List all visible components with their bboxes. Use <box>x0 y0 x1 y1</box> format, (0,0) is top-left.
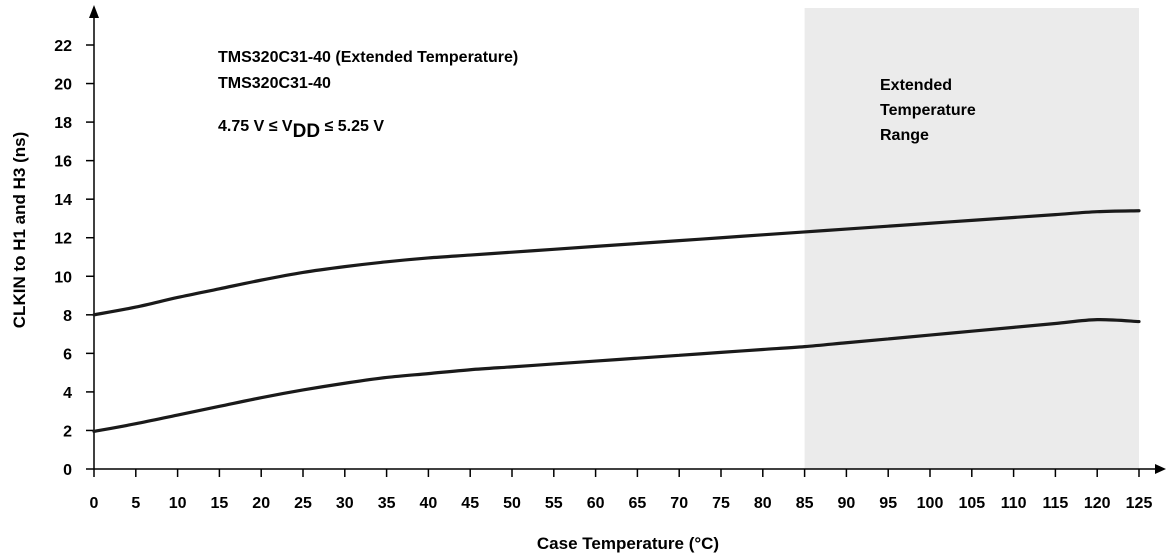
y-tick-label: 22 <box>54 38 72 55</box>
supply-voltage-condition: 4.75 V ≤ VDD ≤ 5.25 V <box>218 118 384 142</box>
y-tick-label: 10 <box>54 269 72 286</box>
y-axis-arrow-icon <box>89 5 99 18</box>
x-tick-label: 55 <box>545 495 563 512</box>
x-tick-label: 20 <box>252 495 270 512</box>
y-tick-label: 18 <box>54 115 72 132</box>
y-tick-label: 2 <box>63 423 72 440</box>
x-tick-label: 115 <box>1042 495 1068 512</box>
y-tick-label: 8 <box>63 308 72 325</box>
y-axis-ticks: 0 2 4 6 8 10 12 14 16 18 20 22 <box>54 38 94 479</box>
x-axis-title: Case Temperature (°C) <box>537 534 719 553</box>
y-tick-label: 6 <box>63 346 72 363</box>
x-tick-label: 40 <box>420 495 438 512</box>
x-tick-label: 10 <box>169 495 187 512</box>
y-tick-label: 14 <box>54 192 72 209</box>
annotation-line2: TMS320C31-40 <box>218 75 331 92</box>
y-tick-label: 16 <box>54 154 72 171</box>
x-tick-label: 15 <box>211 495 229 512</box>
x-tick-label: 105 <box>958 495 985 512</box>
series-lines <box>92 209 1141 434</box>
x-tick-label: 80 <box>754 495 772 512</box>
y-tick-label: 4 <box>63 385 72 402</box>
extended-range-label-line: Temperature <box>880 102 976 119</box>
x-tick-label: 5 <box>131 495 140 512</box>
x-tick-label: 100 <box>917 495 944 512</box>
x-tick-label: 120 <box>1084 495 1111 512</box>
extended-range-label-line: Extended <box>880 77 952 94</box>
x-tick-label: 95 <box>879 495 897 512</box>
condition-prefix: 4.75 V ≤ V <box>218 118 293 135</box>
annotation-line1: TMS320C31-40 (Extended Temperature) <box>218 49 518 66</box>
x-tick-label: 45 <box>461 495 479 512</box>
series-line-2 <box>92 318 1141 434</box>
condition-subscript: DD <box>293 121 320 142</box>
x-axis-arrow-icon <box>1155 464 1166 474</box>
y-tick-label: 12 <box>54 231 72 248</box>
extended-temperature-region <box>804 8 1139 469</box>
x-tick-label: 30 <box>336 495 354 512</box>
y-axis-title: CLKIN to H1 and H3 (ns) <box>10 132 29 328</box>
y-tick-label: 20 <box>54 77 72 94</box>
x-tick-label: 90 <box>838 495 856 512</box>
x-tick-label: 65 <box>629 495 647 512</box>
x-tick-label: 85 <box>796 495 814 512</box>
x-tick-label: 70 <box>670 495 688 512</box>
x-tick-label: 75 <box>712 495 730 512</box>
x-tick-label: 125 <box>1126 495 1153 512</box>
extended-range-label-line: Range <box>880 127 929 144</box>
x-tick-label: 35 <box>378 495 396 512</box>
condition-suffix: ≤ 5.25 V <box>320 118 384 135</box>
y-tick-label: 0 <box>63 462 72 479</box>
series-line-1 <box>92 209 1141 317</box>
x-axis-ticks: 0 5 10 15 20 25 30 35 40 45 50 55 60 65 70 75 80 85 90 95 10… <box>90 469 1153 512</box>
x-tick-label: 60 <box>587 495 605 512</box>
x-tick-label: 25 <box>294 495 312 512</box>
extended-temperature-label: Extended Temperature Range <box>880 77 976 144</box>
x-tick-label: 50 <box>503 495 521 512</box>
x-tick-label: 110 <box>1001 495 1027 512</box>
x-tick-label: 0 <box>90 495 99 512</box>
